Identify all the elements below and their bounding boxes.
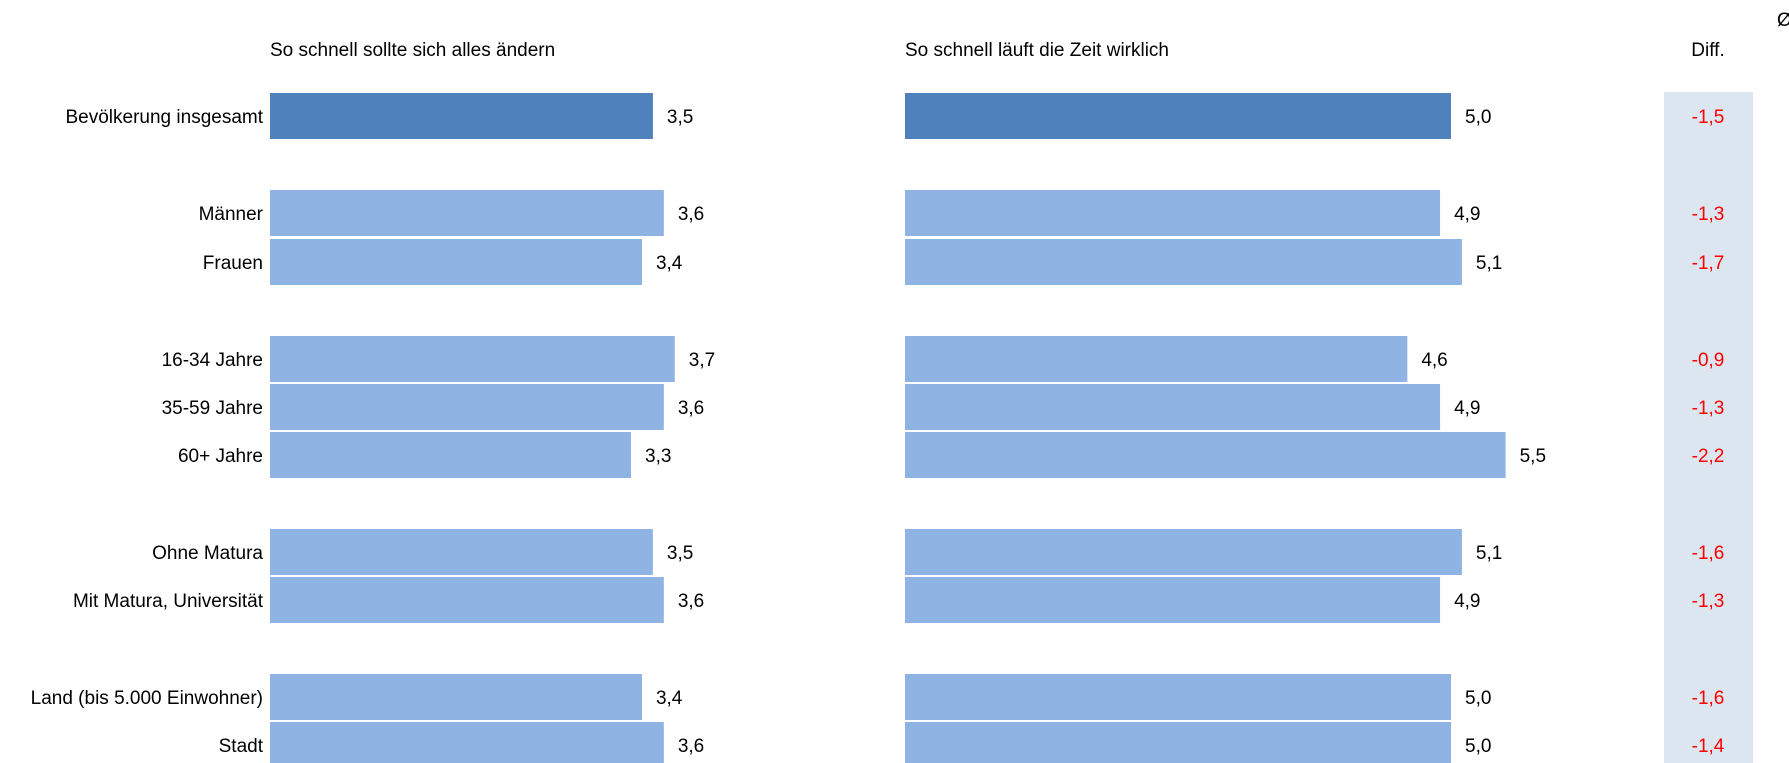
- left-value-label: 3,5: [667, 543, 693, 564]
- diff-value: -0,9: [1692, 350, 1725, 371]
- right-value-label: 4,9: [1454, 204, 1480, 225]
- right-bar: [905, 577, 1441, 623]
- category-label: Frauen: [203, 253, 263, 274]
- right-bar: [905, 336, 1408, 382]
- left-value-label: 3,6: [678, 736, 704, 757]
- right-bar: [905, 239, 1462, 285]
- left-bar: [270, 384, 664, 430]
- diff-column-title: Diff.: [1691, 40, 1724, 61]
- right-value-label: 5,0: [1465, 688, 1491, 709]
- right-value-label: 4,6: [1421, 350, 1447, 371]
- right-panel-title: So schnell läuft die Zeit wirklich: [905, 40, 1169, 61]
- left-bar: [270, 529, 653, 575]
- left-bar: [270, 93, 653, 139]
- left-bar: [270, 722, 664, 763]
- diff-value: -1,7: [1692, 253, 1725, 274]
- diff-value: -1,6: [1692, 688, 1725, 709]
- right-value-label: 5,0: [1465, 107, 1491, 128]
- left-value-label: 3,6: [678, 591, 704, 612]
- left-value-label: 3,3: [645, 446, 671, 467]
- category-label: 16-34 Jahre: [162, 350, 263, 371]
- right-value-label: 4,9: [1454, 398, 1480, 419]
- corner-symbol: Ø: [1777, 10, 1789, 31]
- category-label: Stadt: [219, 736, 264, 757]
- left-bar: [270, 190, 664, 236]
- diff-value: -1,4: [1692, 736, 1725, 757]
- category-label: Mit Matura, Universität: [73, 591, 264, 612]
- right-value-label: 5,1: [1476, 253, 1502, 274]
- left-bar: [270, 336, 675, 382]
- left-bar: [270, 432, 632, 478]
- right-bar: [905, 93, 1451, 139]
- right-bar: [905, 674, 1451, 720]
- diff-value: -2,2: [1692, 446, 1725, 467]
- right-value-label: 5,5: [1520, 446, 1546, 467]
- right-bar: [905, 722, 1451, 763]
- category-label: Land (bis 5.000 Einwohner): [31, 688, 263, 709]
- right-bar: [905, 529, 1462, 575]
- right-value-label: 4,9: [1454, 591, 1480, 612]
- left-bar: [270, 577, 664, 623]
- right-bar: [905, 432, 1506, 478]
- right-bar: [905, 384, 1441, 430]
- left-panel-title: So schnell sollte sich alles ändern: [270, 40, 555, 61]
- left-value-label: 3,5: [667, 107, 693, 128]
- diff-value: -1,6: [1692, 543, 1725, 564]
- left-bar: [270, 674, 642, 720]
- diff-value: -1,3: [1692, 204, 1725, 225]
- diff-value: -1,3: [1692, 398, 1725, 419]
- diff-column-background: [1664, 92, 1753, 763]
- left-value-label: 3,7: [689, 350, 715, 371]
- left-value-label: 3,4: [656, 253, 683, 274]
- chart-rows: Bevölkerung insgesamt 3,5 5,0 -1,5 Männer 3,6…: [31, 93, 1725, 763]
- right-value-label: 5,0: [1465, 736, 1491, 757]
- diff-value: -1,3: [1692, 591, 1725, 612]
- category-label: Bevölkerung insgesamt: [66, 107, 264, 128]
- category-label: 35-59 Jahre: [162, 398, 263, 419]
- diff-value: -1,5: [1692, 107, 1725, 128]
- right-value-label: 5,1: [1476, 543, 1502, 564]
- category-label: Ohne Matura: [152, 543, 263, 564]
- left-value-label: 3,6: [678, 204, 704, 225]
- right-bar: [905, 190, 1441, 236]
- left-value-label: 3,6: [678, 398, 704, 419]
- left-value-label: 3,4: [656, 688, 683, 709]
- left-bar: [270, 239, 642, 285]
- category-label: Männer: [199, 204, 264, 225]
- category-label: 60+ Jahre: [178, 446, 263, 467]
